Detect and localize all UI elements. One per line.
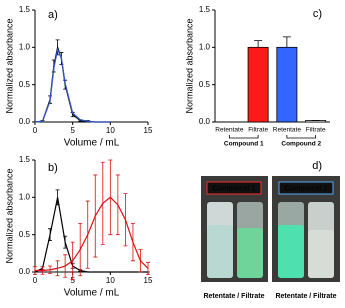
vial-liquid [207,225,233,278]
y-tick-label: 1.0 [19,42,31,51]
vial-liquid [237,228,263,278]
y-axis-label: Normalized absorbance [4,168,14,263]
x-tick-label: 15 [144,126,153,135]
tag-label: Compound 1 [213,183,256,192]
y-tick-label: 0.0 [199,117,211,126]
x-tick-label: 10 [106,276,115,285]
group-bracket [286,135,317,139]
x-tick-label: 5 [70,276,75,285]
tag-box [278,181,334,195]
axis [34,160,148,273]
x-tick-label: 0 [33,276,38,285]
x-tick-label: 10 [106,126,115,135]
y-tick-label: 0.5 [199,80,211,89]
group-bracket [228,135,259,139]
panel-label: a) [48,9,58,21]
axis [214,10,330,123]
y-tick-label: 1.0 [199,42,211,51]
error-bar [254,40,263,48]
series-line [35,196,149,272]
series-line [34,197,148,273]
series-line [34,47,111,123]
group-label: Compound 1 [224,141,264,148]
vial-liquid [278,225,304,278]
bar [247,46,269,123]
x-tick-label: 5 [70,126,75,135]
error-bar [282,36,291,48]
y-tick-label: 0.0 [19,267,31,276]
panel-label: c) [313,8,322,20]
x-tick-label: Filtrate [306,127,326,134]
y-tick-label: 0.5 [19,80,31,89]
x-tick-label: Filtrate [248,127,268,134]
y-tick-label: 0.5 [19,230,31,239]
y-axis-label: Normalized absorbance [4,18,14,113]
y-tick-label: 1.5 [199,5,211,14]
x-tick-label: 0 [33,126,38,135]
y-tick-label: 0.0 [19,117,31,126]
x-tick-label: 15 [144,276,153,285]
tag-label: Compound 2 [285,183,328,192]
axis [34,10,148,123]
photo-caption: Retentate / Filtrate [203,293,264,300]
x-axis-label: Volume / mL [64,138,120,149]
tag-box [206,181,262,195]
y-tick-label: 1.0 [19,192,31,201]
panel-label: d) [312,160,322,172]
y-tick-label: 1.5 [19,5,31,14]
vial-liquid [308,230,334,278]
panel-label: b) [48,162,58,174]
x-axis-label: Volume / mL [64,288,120,299]
bar [276,46,298,123]
group-label: Compound 2 [281,141,321,148]
photo-caption: Retentate / Filtrate [275,293,336,300]
x-tick-label: Retentate [273,127,302,134]
y-tick-label: 1.5 [19,155,31,164]
y-axis-label: Normalized absorbance [184,18,194,113]
x-tick-label: Retentate [215,127,244,134]
